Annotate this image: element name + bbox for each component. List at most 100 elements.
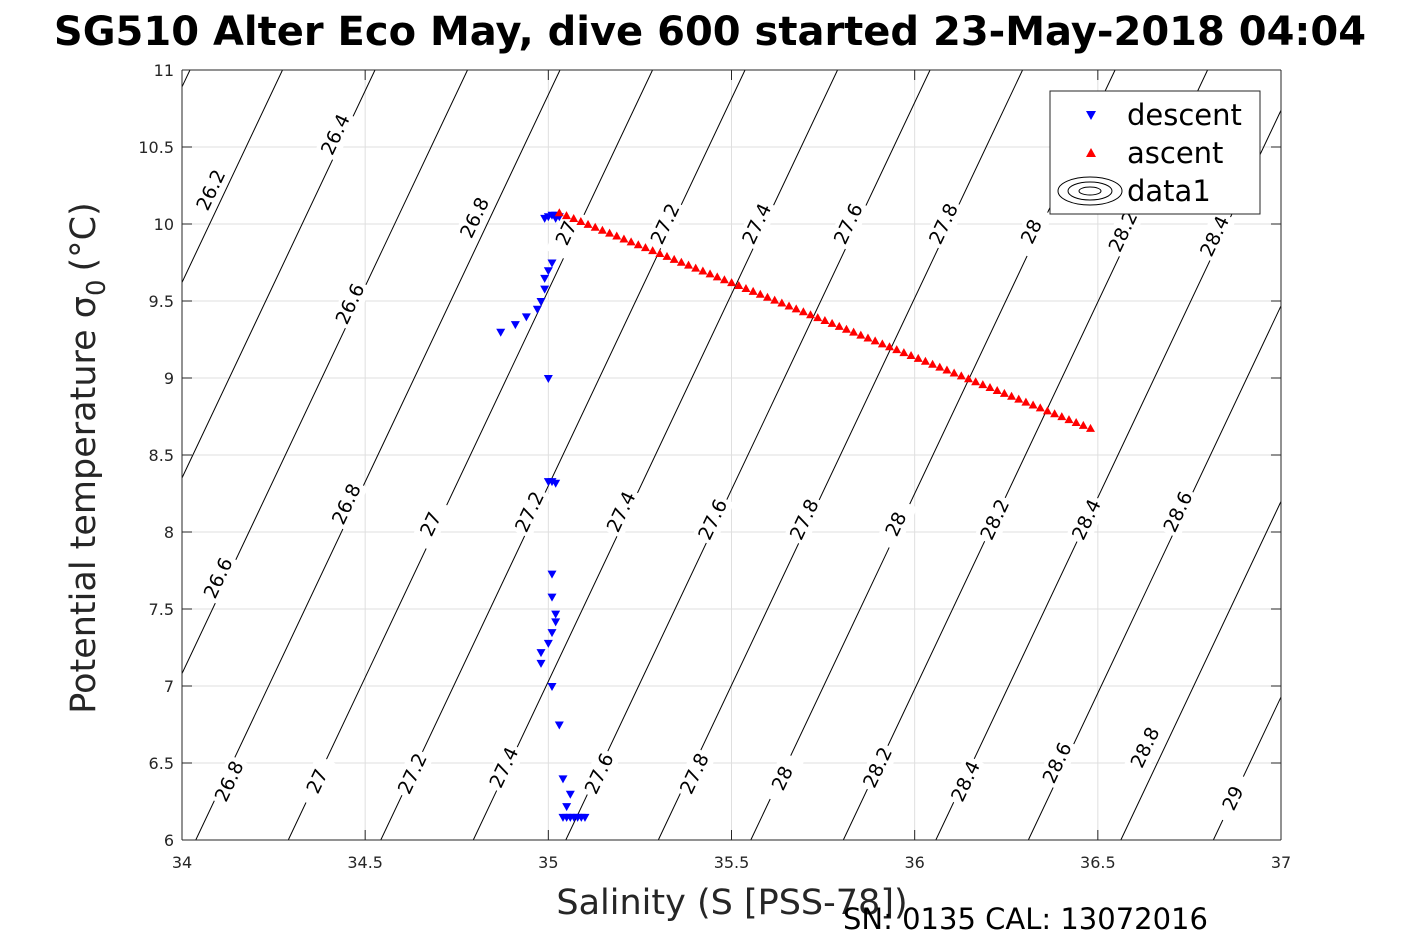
- x-tick-label: 34: [172, 853, 192, 872]
- ascent-point: [791, 304, 801, 313]
- ascent-point: [748, 286, 758, 295]
- contour-line: [565, 70, 931, 840]
- ascent-point: [942, 365, 952, 374]
- x-tick-label: 35.5: [714, 853, 750, 872]
- contour-line: [195, 70, 561, 840]
- ascent-point: [899, 348, 909, 357]
- x-tick-label: 35: [538, 853, 558, 872]
- legend-ascent-label: ascent: [1127, 136, 1223, 170]
- contour-line: [182, 70, 376, 480]
- contour-label-bg: [673, 746, 716, 801]
- descent-point: [547, 570, 557, 579]
- ascent-point: [827, 318, 837, 327]
- descent-point: [540, 274, 550, 283]
- descent-point: [547, 683, 557, 691]
- ascent-point: [834, 321, 844, 330]
- x-tick-label: 34.5: [347, 853, 383, 872]
- contour-line: [472, 70, 838, 840]
- ascent-point: [1057, 412, 1067, 421]
- ascent-point: [569, 214, 579, 223]
- descent-point: [551, 618, 561, 627]
- ascent-point: [712, 272, 722, 281]
- footer-serial-calibration: SN: 0135 CAL: 13072016: [843, 902, 1208, 936]
- legend-contour-icon: [1057, 176, 1123, 206]
- ascent-point: [1028, 400, 1038, 409]
- ascent-point: [978, 380, 988, 389]
- ascent-point: [806, 310, 816, 319]
- y-tick-label: 6: [164, 831, 174, 850]
- ascent-point: [741, 283, 751, 292]
- descent-point: [554, 721, 564, 730]
- contour-line: [1306, 70, 1417, 840]
- ascent-point: [684, 260, 694, 269]
- contour-label-bg: [1065, 492, 1108, 547]
- ascent-point: [719, 275, 729, 284]
- contour-label-bg: [325, 477, 368, 532]
- ascent-point: [820, 316, 830, 325]
- y-tick-label: 8: [164, 523, 174, 542]
- x-tick-label: 36.5: [1080, 853, 1116, 872]
- ascent-point: [1042, 406, 1052, 415]
- ascent-point: [676, 257, 686, 266]
- ascent-point: [770, 295, 780, 304]
- contour-label-bg: [453, 191, 497, 245]
- contour-label-bg: [545, 206, 588, 261]
- ascent-point: [1071, 417, 1081, 426]
- ascent-point: [583, 219, 593, 228]
- ascent-point: [727, 278, 737, 287]
- ascent-point: [963, 374, 973, 383]
- legend-box: [1049, 90, 1261, 215]
- ascent-point: [928, 359, 938, 368]
- ascent-point: [640, 243, 650, 252]
- ascent-point: [877, 339, 887, 348]
- ascent-point: [913, 353, 923, 362]
- ascent-point: [648, 246, 658, 255]
- contour-label-bg: [197, 551, 240, 606]
- y-tick-label: 7: [164, 677, 174, 696]
- x-axis-title: Salinity (S [PSS-78]): [556, 883, 907, 923]
- y-tick-label: 10: [154, 215, 174, 234]
- contour-label-bg: [761, 751, 804, 806]
- contour-line: [0, 70, 5, 840]
- ascent-point: [554, 208, 564, 217]
- descent-point: [543, 375, 553, 383]
- ascent-point: [849, 327, 859, 336]
- ascent-point: [920, 356, 930, 365]
- contour-label-bg: [578, 746, 621, 801]
- x-tick-label: 36: [904, 853, 924, 872]
- ascent-point: [562, 211, 572, 220]
- ascent-point: [612, 231, 622, 240]
- ascent-point: [971, 377, 981, 386]
- contour-label-bg: [314, 107, 357, 162]
- ascent-point: [856, 330, 866, 339]
- ascent-point: [999, 388, 1009, 397]
- descent-point: [521, 313, 531, 322]
- ascent-point: [1086, 423, 1096, 432]
- legend-data1-label: data1: [1127, 174, 1211, 208]
- contour-label-bg: [190, 163, 233, 217]
- contour-line: [182, 70, 468, 675]
- data-series: [496, 208, 1096, 822]
- contour-line: [287, 70, 653, 840]
- contour-label-bg: [856, 740, 900, 795]
- ascent-point: [1050, 409, 1060, 418]
- contour-label-bg: [1193, 209, 1237, 264]
- ascent-point: [597, 225, 607, 234]
- contour-label-bg: [508, 485, 552, 539]
- ascent-point: [885, 342, 895, 351]
- contour-label-bg: [483, 740, 526, 795]
- descent-point: [543, 639, 553, 648]
- ascent-point: [841, 324, 851, 333]
- y-tick-label: 11: [154, 61, 174, 80]
- ascent-point: [734, 281, 744, 290]
- contour-label-bg: [1102, 204, 1145, 259]
- contour-line: [1027, 304, 1281, 840]
- descent-point: [551, 610, 561, 619]
- y-axis-title-unit: (°C): [64, 202, 104, 271]
- descent-point: [536, 298, 546, 306]
- descent-point: [562, 803, 572, 812]
- contour-label-bg: [1157, 485, 1200, 539]
- ascent-point: [619, 234, 629, 243]
- contour-label-bg: [391, 746, 434, 801]
- ascent-point: [906, 350, 916, 359]
